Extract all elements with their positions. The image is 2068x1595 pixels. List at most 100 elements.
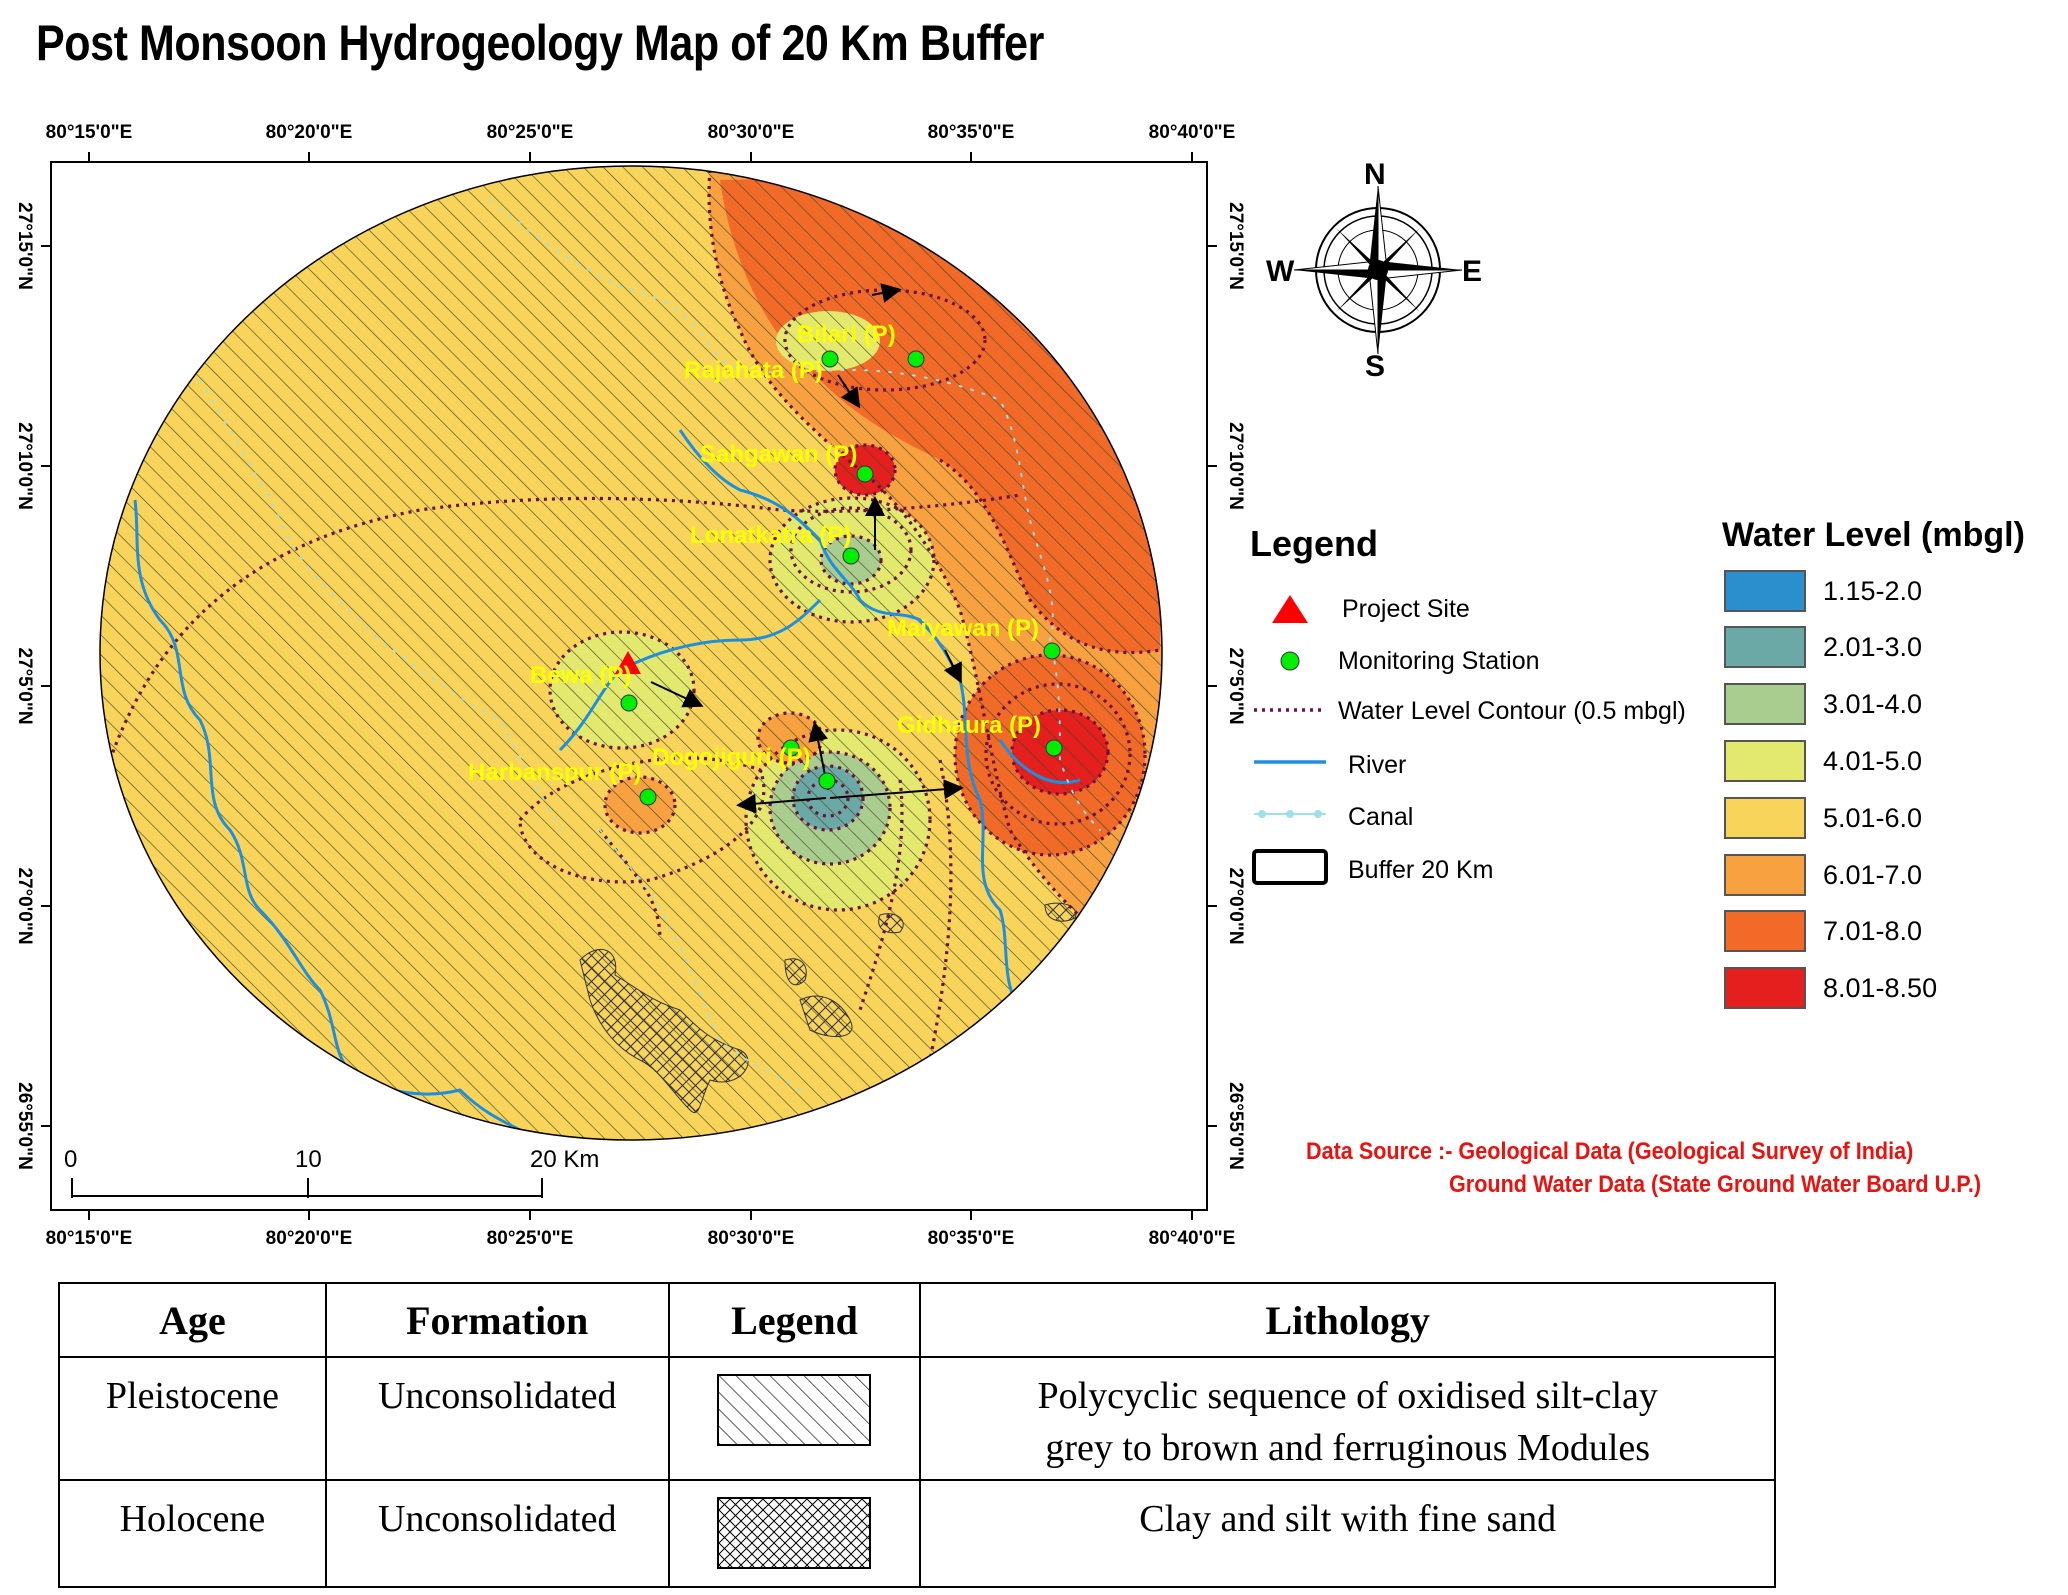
station-label-harbanspur: Harbanspur (P)	[468, 759, 641, 786]
legend-item-label: Monitoring Station	[1338, 647, 1540, 675]
graticule-ticks	[41, 152, 1217, 1220]
water-level-label: 6.01-7.0	[1823, 860, 1923, 890]
legend-heading: Legend	[1250, 523, 1379, 564]
cell-age: Holocene	[58, 1479, 327, 1588]
water-level-heading: Water Level (mbgl)	[1722, 516, 2025, 554]
table-row: Holocene Unconsolidated Clay and silt wi…	[58, 1479, 1776, 1588]
diagonal-hatch-swatch	[717, 1374, 872, 1446]
lon-tick-top: 80°30'0"E	[707, 122, 795, 143]
water-level-swatch	[1724, 797, 1806, 839]
lat-tick-left: 27°15'0"N	[14, 202, 35, 290]
lithology-line: grey to brown and ferruginous Modules	[1045, 1427, 1651, 1469]
station-marker[interactable]	[620, 694, 638, 712]
lon-tick-bottom: 80°25'0"E	[486, 1228, 574, 1249]
scale-bar	[71, 1178, 543, 1198]
cross-hatch-swatch	[717, 1497, 872, 1569]
water-level-swatch	[1724, 910, 1806, 952]
legend-symbols	[1252, 595, 1328, 885]
lon-tick-bottom: 80°15'0"E	[45, 1228, 133, 1249]
station-label-dogojiguri: Dogojiguri (P)	[652, 744, 811, 771]
station-label-rajahata: Rajahata (P)	[684, 357, 823, 384]
dotted-canal-icon	[1254, 810, 1326, 818]
station-marker[interactable]	[907, 350, 925, 368]
data-source-line-1: Data Source :- Geological Data (Geologic…	[1306, 1138, 1914, 1165]
water-level-swatch	[1724, 740, 1806, 782]
cell-legend	[667, 1356, 922, 1481]
station-marker[interactable]	[639, 788, 657, 806]
holocene-patch-3	[784, 958, 807, 986]
table-header-row: Age Formation Legend Lithology	[58, 1282, 1776, 1358]
lat-tick-left: 26°55'0"N	[14, 1082, 35, 1170]
cell-formation: Unconsolidated	[324, 1479, 670, 1588]
lat-tick-left: 27°5'0"N	[14, 647, 35, 725]
legend-item-label: Water Level Contour (0.5 mbgl)	[1338, 697, 1686, 725]
compass-north: N	[1364, 158, 1386, 191]
station-label-lonatkatra: Lonatkatra (P)	[690, 522, 851, 549]
water-level-label: 5.01-6.0	[1823, 803, 1923, 833]
station-marker[interactable]	[856, 465, 874, 483]
compass-south: S	[1365, 350, 1386, 383]
water-level-label: 4.01-5.0	[1823, 746, 1923, 776]
lat-tick-right: 27°15'0"N	[1225, 202, 1246, 290]
lat-tick-right: 27°10'0"N	[1225, 422, 1246, 510]
lon-tick-top: 80°20'0"E	[265, 122, 353, 143]
data-source-line-2: Ground Water Data (State Ground Water Bo…	[1449, 1171, 1982, 1198]
water-level-label: 1.15-2.0	[1823, 576, 1923, 606]
water-level-label: 3.01-4.0	[1823, 689, 1923, 719]
lithology-table: Age Formation Legend Lithology Pleistoce…	[58, 1282, 1776, 1588]
buffer-outline	[99, 165, 1163, 1141]
table-row: Pleistocene Unconsolidated Polycyclic se…	[58, 1356, 1776, 1481]
lon-tick-bottom: 80°40'0"E	[1148, 1228, 1236, 1249]
header-formation: Formation	[324, 1282, 670, 1358]
holocene-patch-5	[1044, 902, 1077, 922]
compass-rose-icon	[1293, 185, 1463, 355]
compass-west: W	[1266, 255, 1295, 288]
project-site-marker[interactable]	[615, 651, 641, 674]
station-label-bilari: Bilari (P)	[797, 321, 896, 348]
lon-tick-top: 80°40'0"E	[1148, 122, 1236, 143]
scale-label-20: 20 Km	[530, 1146, 600, 1173]
scale-label-10: 10	[295, 1146, 322, 1173]
cell-age: Pleistocene	[58, 1356, 327, 1481]
legend-item-label: Canal	[1348, 803, 1414, 831]
water-level-swatch	[1724, 854, 1806, 896]
green-circle-icon	[1280, 651, 1300, 671]
lithology-line: Polycyclic sequence of oxidised silt-cla…	[1037, 1375, 1658, 1417]
water-level-swatch	[1724, 967, 1806, 1009]
canals	[199, 199, 1101, 1091]
station-marker[interactable]	[842, 547, 860, 565]
pleistocene-hatch	[100, 166, 1162, 1140]
station-marker[interactable]	[821, 350, 839, 368]
station-marker[interactable]	[1043, 642, 1061, 660]
water-level-swatch	[1724, 626, 1806, 668]
lon-tick-bottom: 80°30'0"E	[707, 1228, 795, 1249]
station-label-sahgawan: Sahgawan (P)	[700, 441, 857, 468]
legend-item-label: River	[1348, 751, 1407, 779]
cell-lithology: Polycyclic sequence of oxidised silt-cla…	[919, 1356, 1776, 1481]
station-label-gidhaura: Gidhaura (P)	[897, 712, 1041, 739]
lon-tick-top: 80°35'0"E	[927, 122, 1015, 143]
water-level-label: 2.01-3.0	[1823, 632, 1923, 662]
header-lithology: Lithology	[919, 1282, 1776, 1358]
water-level-label: 7.01-8.0	[1823, 916, 1923, 946]
lon-tick-bottom: 80°20'0"E	[265, 1228, 353, 1249]
water-level-swatch	[1724, 570, 1806, 612]
compass-east: E	[1462, 255, 1483, 288]
station-label-maiyawan: Maiyawan (P)	[887, 615, 1039, 642]
lat-tick-left: 27°10'0"N	[14, 422, 35, 510]
station-label-bewa: Bewa (P)	[530, 662, 631, 689]
lat-tick-right: 26°55'0"N	[1225, 1082, 1246, 1170]
red-triangle-icon	[1272, 595, 1308, 623]
lat-tick-left: 27°0'0"N	[14, 867, 35, 945]
lon-tick-bottom: 80°35'0"E	[927, 1228, 1015, 1249]
station-marker[interactable]	[782, 739, 800, 757]
scale-label-0: 0	[64, 1146, 78, 1173]
station-marker[interactable]	[1045, 739, 1063, 757]
legend-item-label: Project Site	[1342, 595, 1470, 623]
holocene-patch-2	[799, 995, 853, 1038]
holocene-patch-1	[579, 948, 749, 1113]
station-marker[interactable]	[818, 772, 836, 790]
rivers	[133, 429, 1081, 1132]
holocene-patch-4	[878, 913, 904, 934]
cell-formation: Unconsolidated	[324, 1356, 670, 1481]
